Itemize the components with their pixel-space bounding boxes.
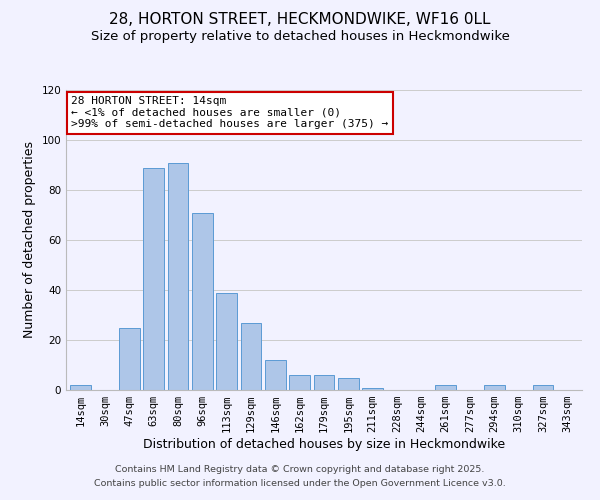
- Bar: [119, 328, 140, 390]
- Bar: [216, 292, 237, 390]
- Bar: [143, 168, 164, 390]
- Bar: [70, 385, 91, 390]
- Text: Contains HM Land Registry data © Crown copyright and database right 2025.
Contai: Contains HM Land Registry data © Crown c…: [94, 466, 506, 487]
- Text: 28 HORTON STREET: 14sqm
← <1% of detached houses are smaller (0)
>99% of semi-de: 28 HORTON STREET: 14sqm ← <1% of detache…: [71, 96, 388, 129]
- Bar: [167, 162, 188, 390]
- Bar: [241, 322, 262, 390]
- Bar: [289, 375, 310, 390]
- Bar: [338, 378, 359, 390]
- Bar: [484, 385, 505, 390]
- X-axis label: Distribution of detached houses by size in Heckmondwike: Distribution of detached houses by size …: [143, 438, 505, 451]
- Bar: [314, 375, 334, 390]
- Bar: [436, 385, 456, 390]
- Bar: [192, 212, 212, 390]
- Text: 28, HORTON STREET, HECKMONDWIKE, WF16 0LL: 28, HORTON STREET, HECKMONDWIKE, WF16 0L…: [109, 12, 491, 28]
- Bar: [362, 388, 383, 390]
- Y-axis label: Number of detached properties: Number of detached properties: [23, 142, 36, 338]
- Text: Size of property relative to detached houses in Heckmondwike: Size of property relative to detached ho…: [91, 30, 509, 43]
- Bar: [533, 385, 553, 390]
- Bar: [265, 360, 286, 390]
